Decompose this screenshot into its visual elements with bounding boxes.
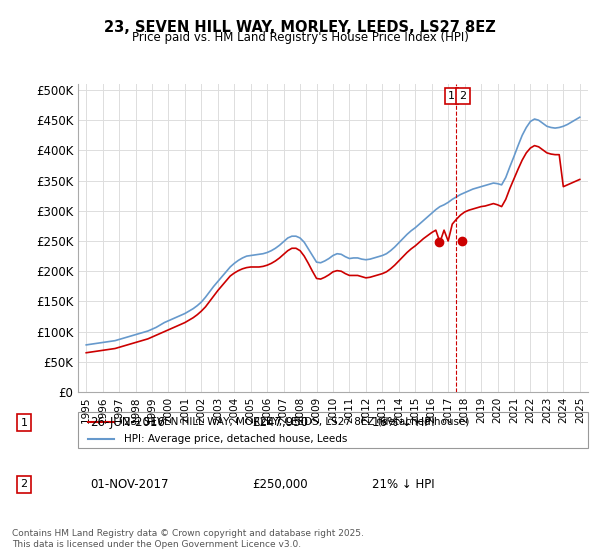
Text: Price paid vs. HM Land Registry's House Price Index (HPI): Price paid vs. HM Land Registry's House … [131,31,469,44]
Text: 26-JUN-2016: 26-JUN-2016 [90,416,165,430]
Text: 2: 2 [20,479,28,489]
Text: 23, SEVEN HILL WAY, MORLEY, LEEDS, LS27 8EZ: 23, SEVEN HILL WAY, MORLEY, LEEDS, LS27 … [104,20,496,35]
Text: 01-NOV-2017: 01-NOV-2017 [90,478,169,491]
Text: £247,950: £247,950 [252,416,308,430]
Text: 1: 1 [448,91,455,101]
Text: 1: 1 [20,418,28,428]
Text: 23, SEVEN HILL WAY, MORLEY, LEEDS, LS27 8EZ (detached house): 23, SEVEN HILL WAY, MORLEY, LEEDS, LS27 … [124,417,469,427]
Text: Contains HM Land Registry data © Crown copyright and database right 2025.
This d: Contains HM Land Registry data © Crown c… [12,529,364,549]
Text: HPI: Average price, detached house, Leeds: HPI: Average price, detached house, Leed… [124,434,347,444]
Text: 2: 2 [460,91,467,101]
Text: £250,000: £250,000 [252,478,308,491]
Text: 16% ↓ HPI: 16% ↓ HPI [372,416,434,430]
Text: 21% ↓ HPI: 21% ↓ HPI [372,478,434,491]
